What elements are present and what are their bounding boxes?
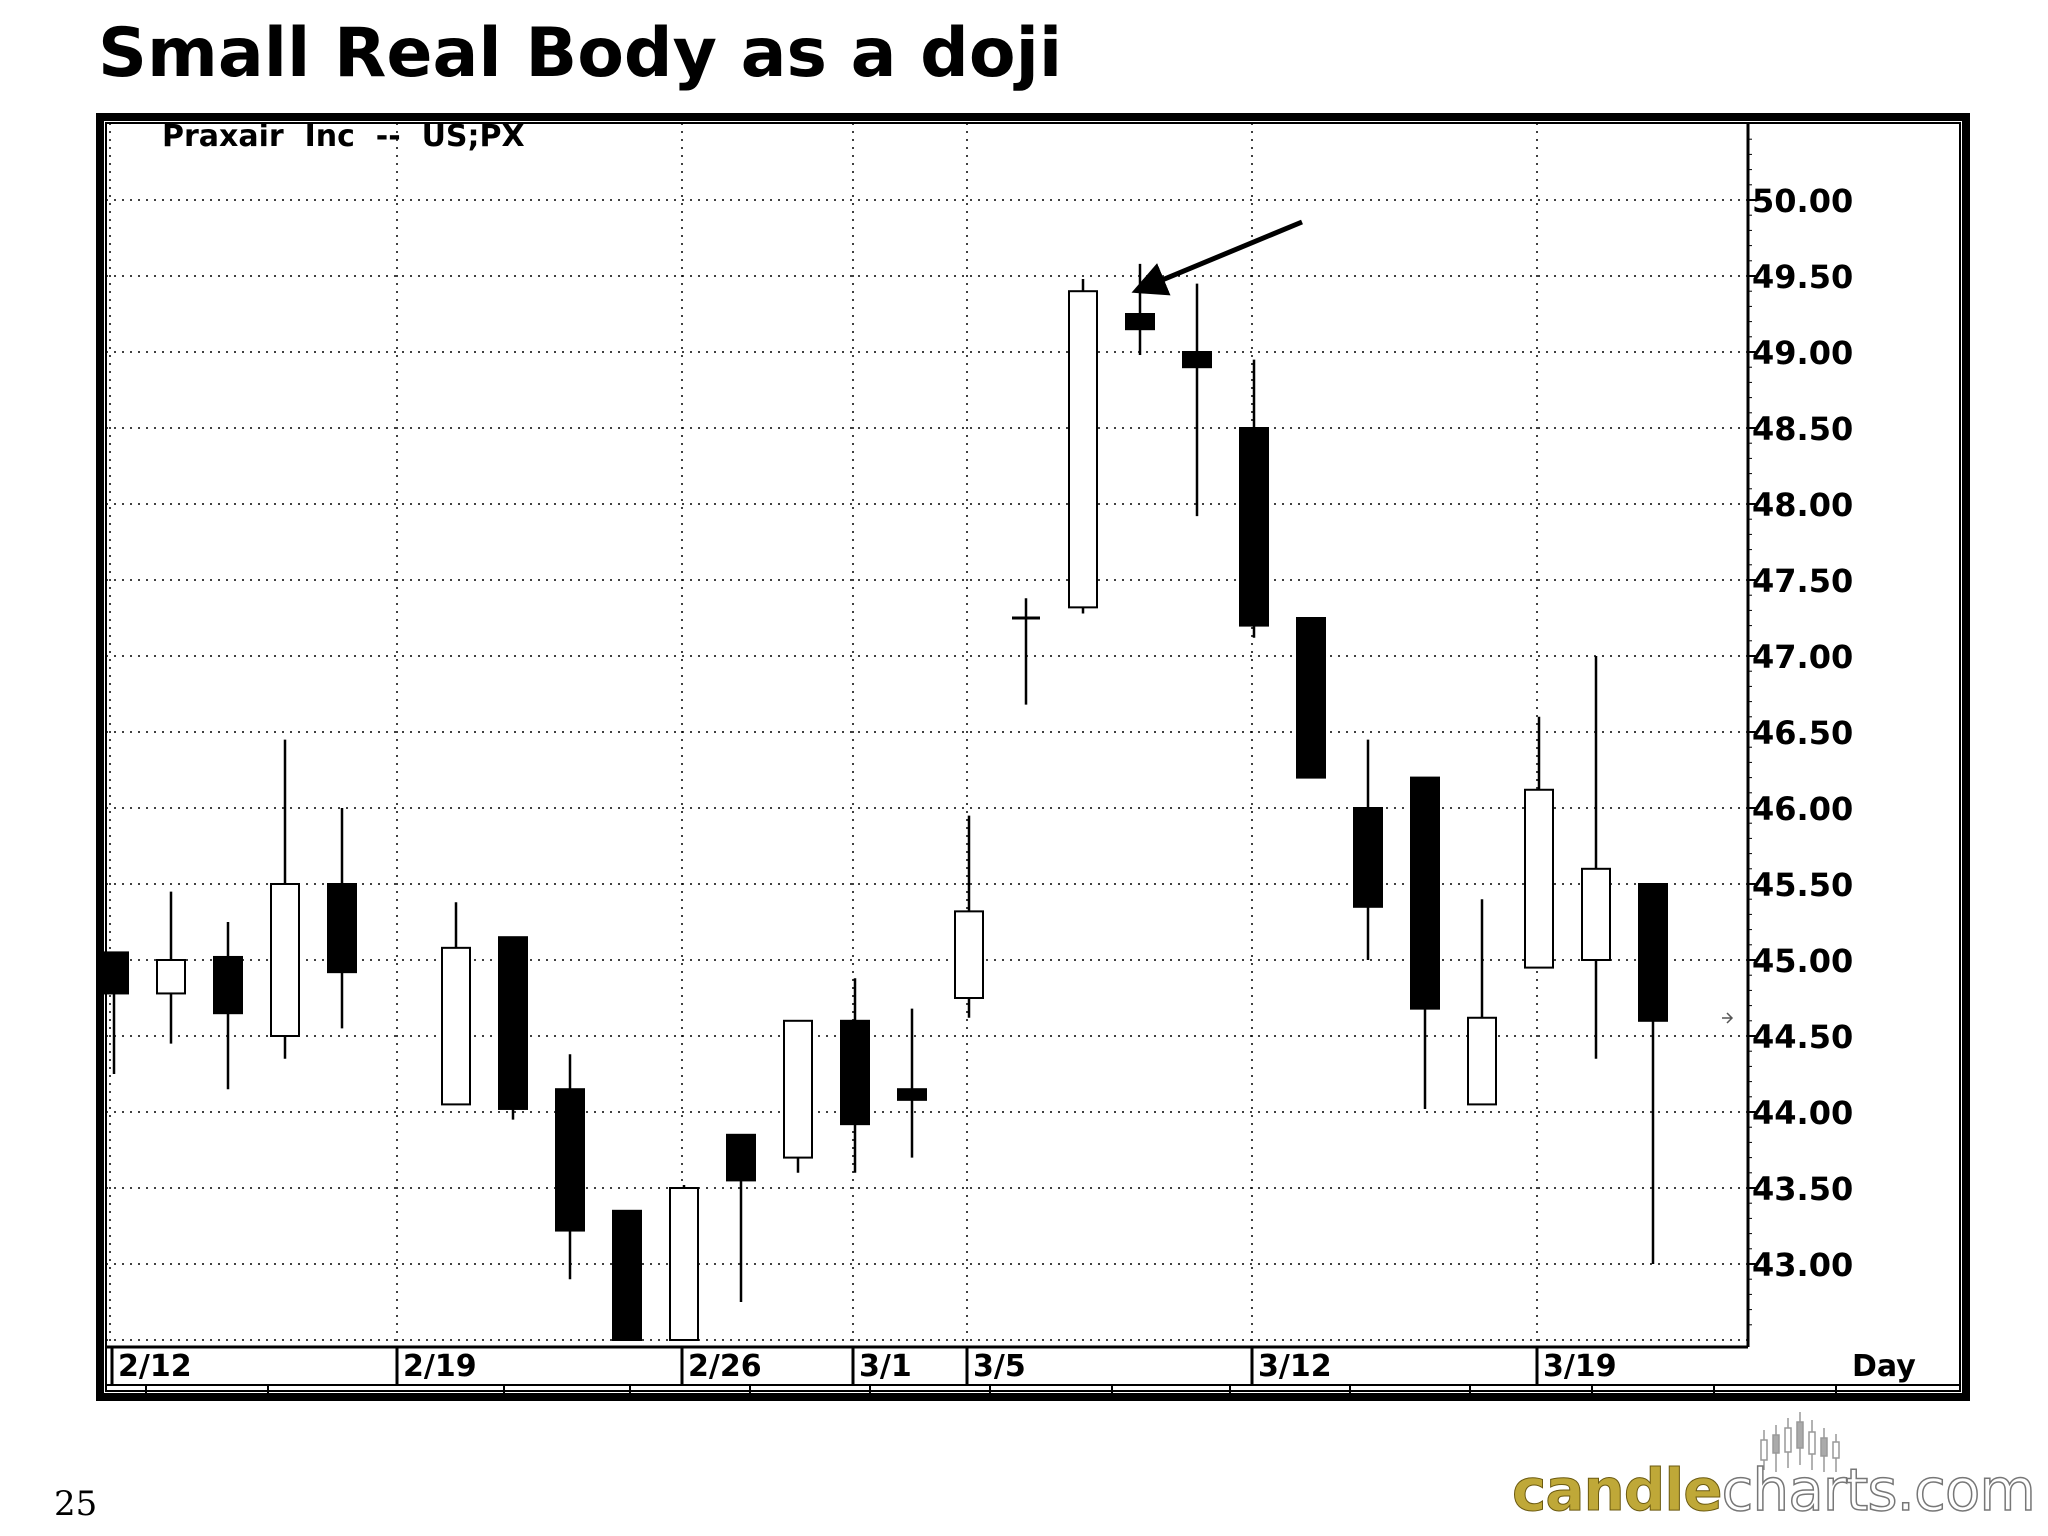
candle xyxy=(498,936,528,1120)
candle-body-black xyxy=(1239,427,1269,627)
date-label: 3/5 xyxy=(973,1349,1026,1384)
candle-body-white xyxy=(1581,867,1611,961)
candle xyxy=(327,808,357,1029)
candle-body-black xyxy=(555,1088,585,1232)
candle xyxy=(99,951,129,1074)
candle-body-black xyxy=(840,1019,870,1126)
candle-body-white xyxy=(783,1019,813,1159)
candle xyxy=(1638,883,1668,1264)
chart-title: Praxair Inc -- US;PX xyxy=(162,119,525,154)
candle xyxy=(783,1019,813,1173)
candle-body-white xyxy=(1068,290,1098,609)
logo-word-com: .com xyxy=(1896,1455,2037,1525)
candle xyxy=(1012,598,1040,705)
candle xyxy=(612,1209,642,1342)
grid-lines xyxy=(106,123,1748,1385)
candle xyxy=(213,922,243,1090)
candle-body-white xyxy=(954,910,984,999)
candle-body-white xyxy=(156,959,186,995)
price-label: 45.50 xyxy=(1752,866,1853,904)
candle-body-black xyxy=(612,1209,642,1342)
last-price-marker xyxy=(1722,1012,1734,1024)
price-tick-marks xyxy=(1748,138,1756,1326)
chart-frame xyxy=(96,113,1970,1401)
candle xyxy=(441,902,471,1106)
candle-body-black xyxy=(1296,617,1326,779)
candle xyxy=(669,1184,699,1341)
price-label: 50.00 xyxy=(1752,182,1853,220)
candle xyxy=(270,739,300,1059)
price-label: 44.50 xyxy=(1752,1018,1853,1056)
date-label: 2/12 xyxy=(118,1349,192,1384)
candle-body-white xyxy=(1467,1016,1497,1106)
date-label: 3/1 xyxy=(859,1349,912,1384)
candle-body-white xyxy=(270,883,300,1037)
price-label: 43.00 xyxy=(1752,1246,1853,1284)
candle-body-white xyxy=(1524,788,1554,969)
candle xyxy=(1524,716,1554,969)
candle xyxy=(1581,656,1611,1059)
doji-arrow xyxy=(1131,219,1303,296)
candle-body-black xyxy=(99,951,129,995)
date-label: 2/26 xyxy=(688,1349,762,1384)
candle-body-black xyxy=(1410,776,1440,1010)
date-label: 3/19 xyxy=(1543,1349,1617,1384)
candle xyxy=(1353,739,1383,960)
period-label: Day xyxy=(1852,1349,1916,1384)
candle-body-white xyxy=(669,1187,699,1341)
price-label: 46.00 xyxy=(1752,790,1853,828)
candle-body-black xyxy=(213,955,243,1015)
chart-inner-frame xyxy=(105,122,1961,1392)
candle xyxy=(840,978,870,1173)
candle-body-black xyxy=(1638,883,1668,1022)
candle xyxy=(555,1054,585,1280)
candle-body-black xyxy=(1182,351,1212,369)
candle xyxy=(1239,359,1269,638)
date-label: 3/12 xyxy=(1258,1349,1332,1384)
slide-title: Small Real Body as a doji xyxy=(98,14,1063,93)
price-label: 48.00 xyxy=(1752,486,1853,524)
candle xyxy=(954,815,984,1018)
logo-word-charts: charts xyxy=(1721,1455,1899,1525)
candle xyxy=(1182,283,1212,517)
price-label: 43.50 xyxy=(1752,1170,1853,1208)
candle xyxy=(1467,899,1497,1106)
candle xyxy=(1410,776,1440,1109)
date-label: 2/19 xyxy=(403,1349,477,1384)
candle-body-black xyxy=(1125,313,1155,331)
candle xyxy=(1068,279,1098,614)
slide-number: 25 xyxy=(54,1484,98,1524)
price-label: 44.00 xyxy=(1752,1094,1853,1132)
candle xyxy=(1296,617,1326,779)
price-labels: 50.00 49.50 49.00 48.50 48.00 47.50 47.00 46.50… xyxy=(1752,182,1853,1284)
candlecharts-logo: candlecharts.com xyxy=(1512,1410,2037,1530)
candle xyxy=(897,1008,927,1158)
logo-word-candle: candle xyxy=(1512,1456,1724,1525)
candle xyxy=(156,891,186,1044)
price-label: 46.50 xyxy=(1752,714,1853,752)
logo-wordmark: candlecharts.com xyxy=(1512,1455,2037,1525)
candle-body-black xyxy=(897,1088,927,1101)
candle-body-black xyxy=(498,936,528,1110)
price-label: 49.50 xyxy=(1752,258,1853,296)
price-label: 47.00 xyxy=(1752,638,1853,676)
logo-candles-icon xyxy=(1760,1412,1840,1472)
candle xyxy=(1125,263,1155,356)
date-labels: 2/12 2/19 2/26 3/1 3/5 3/12 3/19 xyxy=(118,1349,1837,1395)
candle-body-black xyxy=(1353,807,1383,908)
candles xyxy=(99,263,1668,1342)
price-label: 45.00 xyxy=(1752,942,1853,980)
candle-body-black xyxy=(726,1133,756,1182)
price-label: 47.50 xyxy=(1752,562,1853,600)
price-label: 49.00 xyxy=(1752,334,1853,372)
candle xyxy=(726,1133,756,1302)
candle-body-white xyxy=(441,946,471,1106)
candle-body-black xyxy=(327,883,357,974)
price-label: 48.50 xyxy=(1752,410,1853,448)
